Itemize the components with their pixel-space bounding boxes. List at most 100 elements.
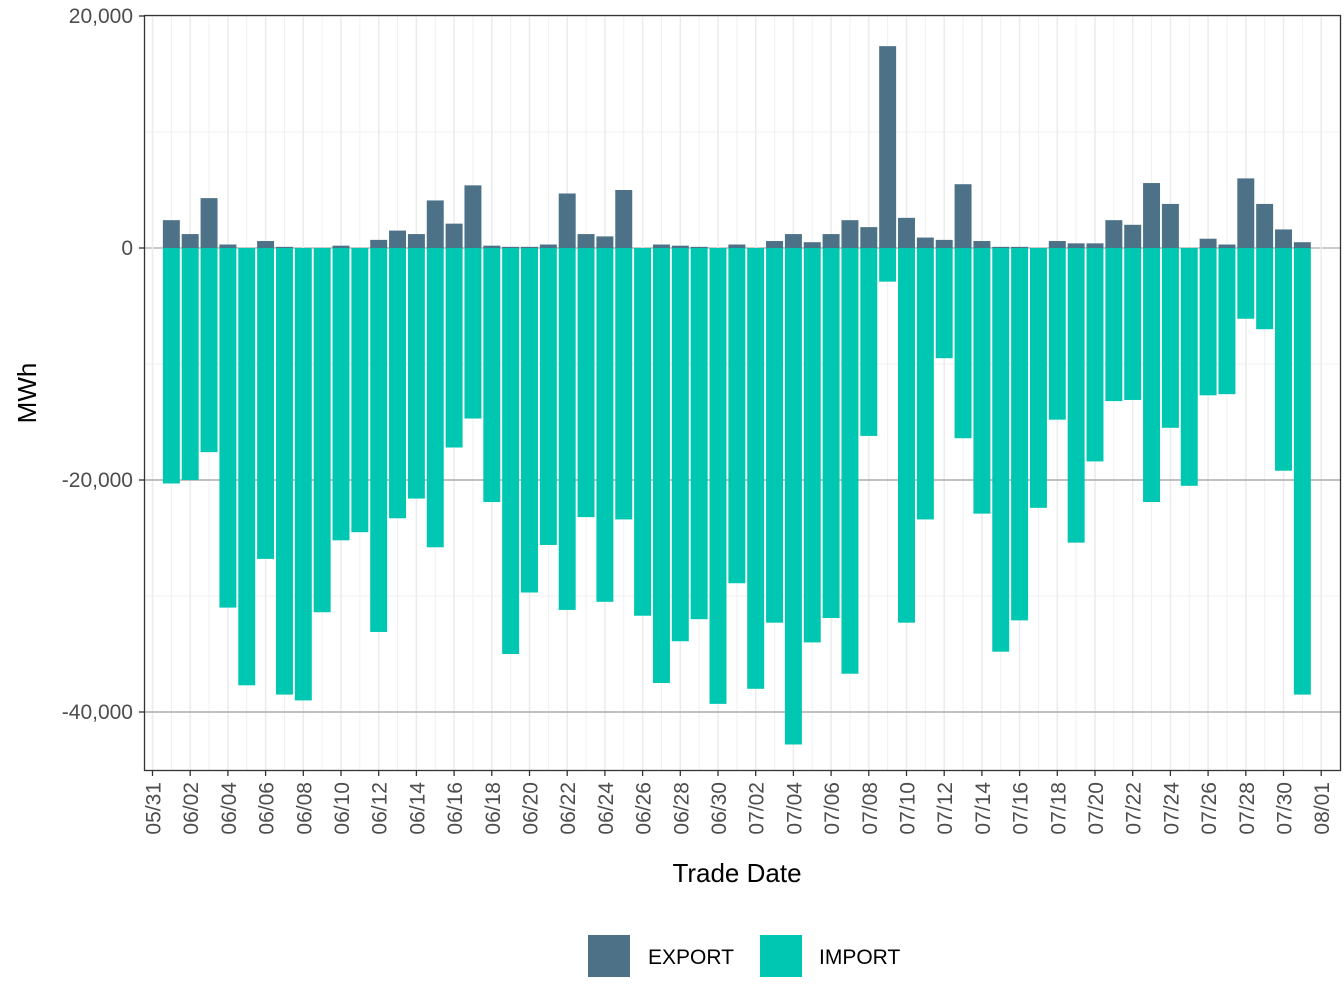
- bar-import-07-07: [841, 248, 859, 674]
- bar-export-07-22: [1124, 224, 1142, 248]
- bar-export-07-27: [1218, 244, 1236, 248]
- bar-export-07-08: [860, 227, 878, 248]
- bar-import-06-12: [370, 248, 388, 632]
- bar-import-07-12: [935, 248, 953, 359]
- x-tick-label: 07/02: [746, 782, 769, 835]
- bar-export-06-23: [577, 234, 595, 248]
- bar-export-06-03: [200, 198, 218, 248]
- x-tick-label: 06/08: [293, 782, 316, 835]
- bar-export-07-01: [728, 244, 746, 248]
- x-tick-label: 07/04: [783, 782, 806, 835]
- bar-export-07-30: [1275, 229, 1292, 248]
- bar-export-06-19: [502, 246, 520, 248]
- bar-import-06-16: [445, 248, 463, 448]
- x-tick-label: 07/08: [859, 782, 882, 835]
- bar-export-07-11: [916, 237, 934, 248]
- x-axis-title: Trade Date: [672, 858, 801, 888]
- bar-import-06-08: [294, 248, 312, 701]
- bar-export-07-12: [935, 239, 953, 248]
- bar-export-06-17: [464, 185, 482, 248]
- bar-export-07-20: [1086, 243, 1104, 248]
- y-tick-label: -40,000: [62, 701, 133, 724]
- bar-export-07-29: [1256, 203, 1274, 248]
- bar-import-06-02: [181, 248, 199, 480]
- bar-import-07-01: [728, 248, 746, 584]
- bar-import-07-03: [766, 248, 784, 623]
- bar-import-07-09: [879, 248, 897, 282]
- bar-import-06-20: [521, 248, 538, 593]
- bar-export-06-06: [257, 241, 275, 248]
- bar-import-06-10: [332, 248, 350, 541]
- bar-export-06-02: [181, 234, 199, 248]
- x-tick-label: 06/12: [369, 782, 392, 835]
- legend-swatch-export: [588, 935, 630, 977]
- bar-import-07-06: [822, 248, 840, 619]
- x-tick-label: 06/06: [256, 782, 279, 835]
- bar-import-07-31: [1293, 248, 1311, 695]
- bar-export-06-25: [615, 190, 633, 248]
- bar-import-07-10: [898, 248, 915, 623]
- x-tick-label: 05/31: [143, 782, 166, 835]
- bar-import-07-11: [916, 248, 934, 520]
- y-tick-label: 0: [121, 237, 133, 260]
- bar-export-07-13: [954, 184, 972, 248]
- bar-export-06-14: [407, 234, 425, 248]
- bar-export-07-16: [1011, 246, 1029, 248]
- bar-export-07-23: [1143, 183, 1161, 248]
- x-axis: 05/31 06/02 06/04 06/06 06/08 06/10 06/12 06/14…: [143, 770, 1334, 835]
- bar-export-06-07: [275, 246, 293, 248]
- legend-label-import: IMPORT: [819, 946, 900, 969]
- bar-export-06-16: [445, 223, 463, 248]
- bar-import-07-28: [1237, 248, 1255, 319]
- bar-export-07-28: [1237, 178, 1255, 248]
- x-tick-label: 07/12: [934, 782, 957, 835]
- y-tick-label: -20,000: [62, 469, 133, 492]
- bars: [162, 46, 1311, 745]
- bar-export-06-04: [219, 244, 237, 248]
- bar-import-07-16: [1011, 248, 1029, 621]
- bar-import-06-03: [200, 248, 218, 453]
- bar-export-07-21: [1105, 220, 1123, 248]
- bar-export-07-14: [973, 241, 991, 248]
- bar-import-06-17: [464, 248, 482, 419]
- x-tick-label: 07/18: [1047, 782, 1070, 835]
- x-tick-label: 06/02: [180, 782, 203, 835]
- x-tick-label: 07/06: [821, 782, 844, 835]
- bar-import-06-18: [483, 248, 501, 503]
- bar-import-06-26: [634, 248, 652, 616]
- bar-import-07-02: [747, 248, 765, 689]
- bar-export-07-06: [822, 234, 840, 248]
- x-tick-label: 06/24: [595, 782, 618, 835]
- bar-import-07-14: [973, 248, 991, 514]
- legend-label-export: EXPORT: [648, 946, 734, 969]
- bar-export-06-15: [426, 200, 444, 248]
- x-tick-label: 06/14: [406, 782, 429, 835]
- x-tick-label: 07/24: [1160, 782, 1183, 835]
- bar-import-06-05: [238, 248, 256, 686]
- bar-import-07-24: [1161, 248, 1179, 428]
- x-tick-label: 06/10: [331, 782, 354, 835]
- bar-import-06-25: [615, 248, 633, 520]
- bar-import-06-11: [351, 248, 369, 533]
- bar-import-07-27: [1218, 248, 1236, 395]
- bar-import-06-04: [219, 248, 237, 608]
- bar-export-07-09: [879, 46, 897, 248]
- bar-export-06-22: [558, 193, 576, 248]
- y-axis-title: MWh: [12, 363, 42, 424]
- bar-import-07-04: [784, 248, 802, 745]
- x-tick-label: 06/18: [482, 782, 505, 835]
- bar-import-07-19: [1067, 248, 1085, 543]
- bar-import-06-27: [652, 248, 670, 683]
- legend: EXPORT IMPORT: [588, 935, 900, 977]
- bar-import-07-25: [1180, 248, 1198, 486]
- x-tick-label: 07/16: [1010, 782, 1033, 835]
- bar-export-07-05: [803, 242, 821, 248]
- bar-import-06-06: [257, 248, 275, 559]
- bar-export-06-29: [690, 246, 708, 248]
- bar-export-06-10: [332, 245, 350, 248]
- bar-export-06-13: [389, 230, 407, 248]
- bar-export-06-18: [483, 245, 501, 248]
- bar-import-07-29: [1256, 248, 1274, 330]
- bar-import-06-14: [407, 248, 425, 499]
